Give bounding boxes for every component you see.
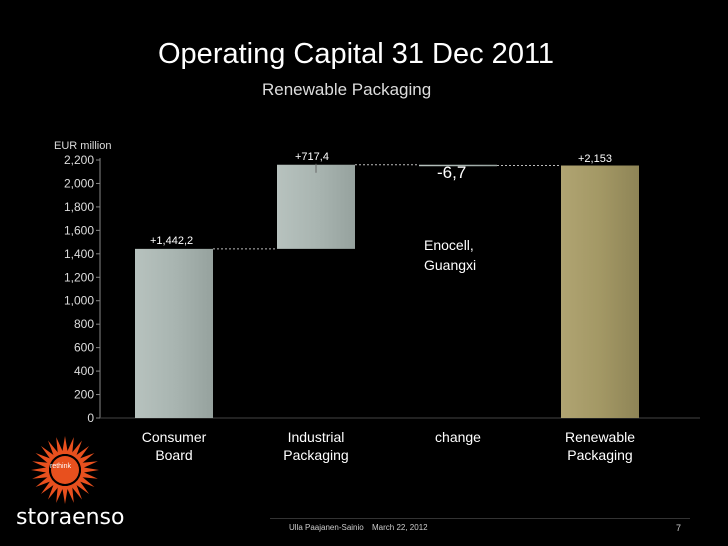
slide-title: Operating Capital 31 Dec 2011 (158, 38, 555, 70)
y-tick-label: 2,200 (64, 153, 94, 167)
annotation-line: Enocell, (424, 237, 474, 253)
sun-ray (70, 440, 82, 458)
y-tick-label: 0 (87, 411, 94, 425)
category-label: Renewable (565, 429, 635, 445)
sun-ray (32, 471, 51, 479)
sun-ray (48, 440, 60, 458)
annotation-line: Guangxi (424, 257, 476, 273)
sun-ray (40, 479, 56, 495)
y-axis-label: EUR million (54, 140, 111, 152)
bar-change (419, 164, 497, 167)
logo-wordmark: storaenso (16, 505, 125, 530)
sun-ray (70, 482, 82, 500)
storaenso-logo-icon (31, 436, 99, 504)
sun-ray (79, 471, 98, 479)
sun-ray (62, 486, 68, 504)
y-tick-label: 600 (74, 341, 94, 355)
sun-ray (31, 467, 49, 473)
y-tick-label: 800 (74, 317, 94, 331)
category-label: change (435, 429, 481, 445)
y-tick-label: 1,600 (64, 223, 94, 237)
category-label: Board (155, 447, 192, 463)
data-label-consumer-board: +1,442,2 (150, 235, 193, 247)
sun-ray (74, 445, 90, 461)
category-label: Packaging (283, 447, 348, 463)
sun-ray (56, 484, 64, 503)
y-tick-label: 400 (74, 364, 94, 378)
sun-ray (48, 482, 60, 500)
sun-ray (81, 467, 99, 473)
footer-author: Ulla Paajanen-Sainio (289, 523, 364, 532)
sun-ray (56, 437, 64, 456)
bar-renewable-packaging (561, 165, 639, 418)
footer-divider (270, 518, 690, 519)
sun-ray (74, 479, 90, 495)
bar-industrial-packaging (277, 164, 355, 249)
y-tick-label: 1,000 (64, 294, 94, 308)
data-label-renewable-packaging: +2,153 (578, 153, 612, 165)
data-label-industrial-packaging: +717,4 (295, 151, 329, 163)
sun-ray (35, 453, 53, 465)
sun-ray (66, 437, 74, 456)
y-tick-label: 2,000 (64, 176, 94, 190)
bar-consumer-board (135, 248, 213, 418)
category-label: Industrial (288, 429, 345, 445)
footer-date: March 22, 2012 (372, 523, 428, 532)
data-label-change: -6,7 (437, 163, 466, 182)
sun-ray (40, 445, 56, 461)
y-tick-label: 1,400 (64, 247, 94, 261)
sun-ray (62, 436, 68, 454)
page-number: 7 (676, 523, 682, 533)
sun-ray (79, 461, 98, 469)
slide-subtitle: Renewable Packaging (262, 80, 432, 99)
y-tick-label: 200 (74, 388, 94, 402)
y-tick-label: 1,200 (64, 270, 94, 284)
y-tick-label: 1,800 (64, 200, 94, 214)
sun-ray (77, 475, 95, 487)
sun-ray (66, 484, 74, 503)
sun-ray (32, 461, 51, 469)
sun-ray (77, 453, 95, 465)
logo-badge: rethink (50, 463, 72, 470)
category-label: Consumer (142, 429, 207, 445)
category-label: Packaging (567, 447, 632, 463)
sun-ray (35, 475, 53, 487)
